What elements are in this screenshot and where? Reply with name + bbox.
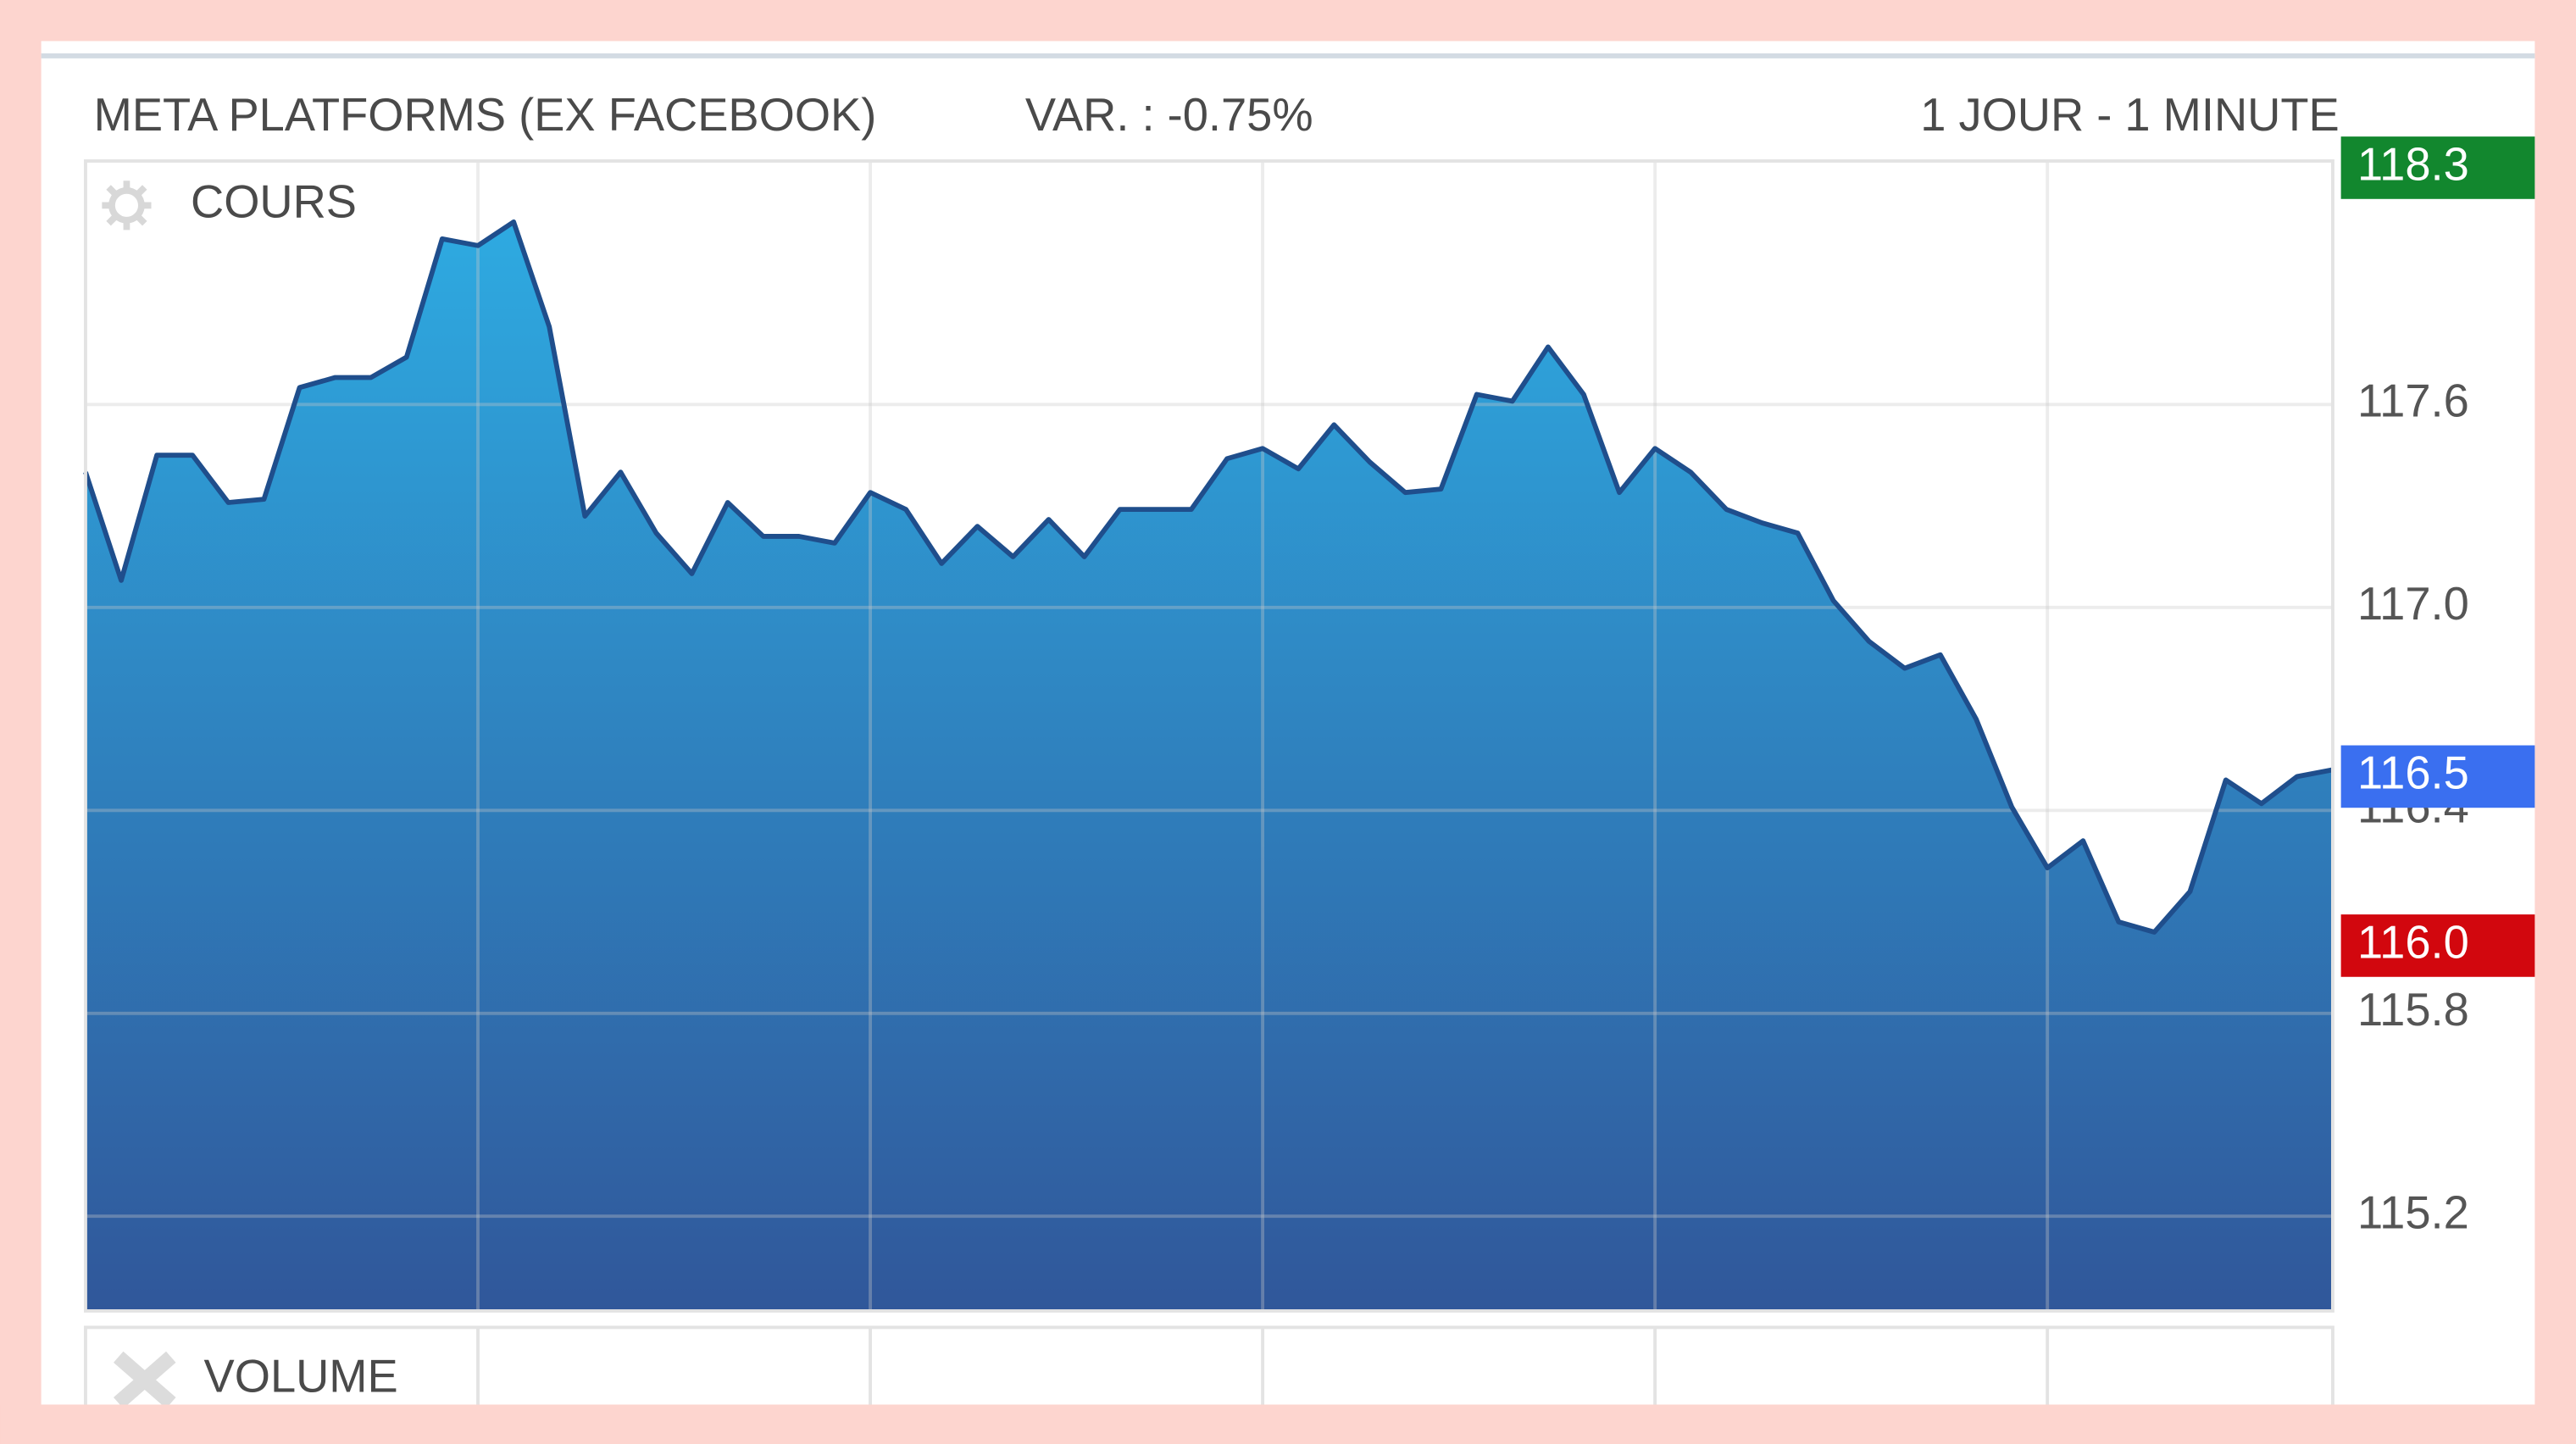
price-line [83,219,2334,935]
close-icon[interactable] [113,1351,176,1409]
price-badge-label: 116.0 [2357,916,2469,968]
price-badge [2340,914,2535,977]
change: VAR. : -0.75% [1025,89,1313,141]
price-badge [2340,136,2535,199]
period: 1 JOUR - 1 MINUTE [1920,89,2339,141]
y-tick-label: 117.0 [2357,578,2469,630]
y-tick-label: 117.6 [2357,375,2469,427]
panel-label: COURS [191,176,357,228]
plot-border [84,159,2334,1313]
plot-area [83,160,2334,1311]
bottom-margin [0,1404,2576,1444]
y-tick-label: 115.8 [2357,984,2469,1036]
y-tick-label: 115.2 [2357,1187,2469,1239]
settings-icon[interactable] [102,180,152,230]
volume-label: VOLUME [204,1351,398,1402]
price-badge-label: 116.5 [2357,747,2469,799]
area-fill [85,221,2333,1311]
price-badge [2340,745,2535,808]
volume-grid [476,1327,2050,1405]
chart-title: META PLATFORMS (EX FACEBOOK) [94,89,877,141]
price-badge-label: 118.3 [2357,138,2469,190]
